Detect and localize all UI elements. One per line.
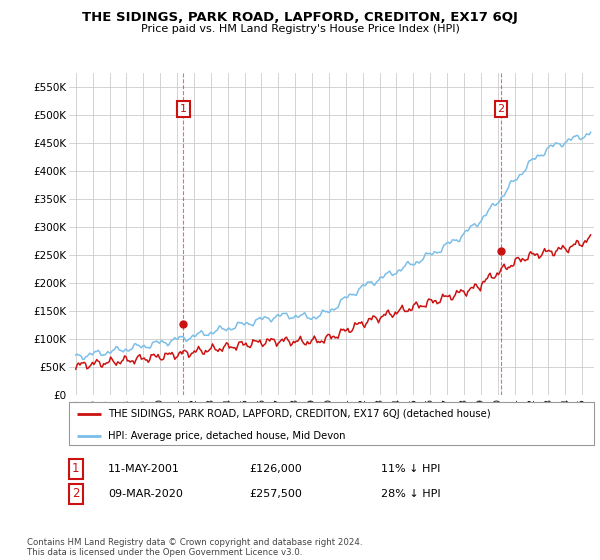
Text: 1: 1 [72,462,79,475]
Text: £126,000: £126,000 [249,464,302,474]
Text: THE SIDINGS, PARK ROAD, LAPFORD, CREDITON, EX17 6QJ: THE SIDINGS, PARK ROAD, LAPFORD, CREDITO… [82,11,518,24]
Text: HPI: Average price, detached house, Mid Devon: HPI: Average price, detached house, Mid … [109,431,346,441]
Text: 2: 2 [72,487,79,501]
Text: THE SIDINGS, PARK ROAD, LAPFORD, CREDITON, EX17 6QJ (detached house): THE SIDINGS, PARK ROAD, LAPFORD, CREDITO… [109,409,491,419]
Text: 11-MAY-2001: 11-MAY-2001 [108,464,180,474]
Text: £257,500: £257,500 [249,489,302,499]
Text: 1: 1 [180,104,187,114]
Text: 2: 2 [497,104,505,114]
Text: 09-MAR-2020: 09-MAR-2020 [108,489,183,499]
Text: 28% ↓ HPI: 28% ↓ HPI [381,489,440,499]
Text: Price paid vs. HM Land Registry's House Price Index (HPI): Price paid vs. HM Land Registry's House … [140,24,460,34]
Text: Contains HM Land Registry data © Crown copyright and database right 2024.
This d: Contains HM Land Registry data © Crown c… [27,538,362,557]
Text: 11% ↓ HPI: 11% ↓ HPI [381,464,440,474]
